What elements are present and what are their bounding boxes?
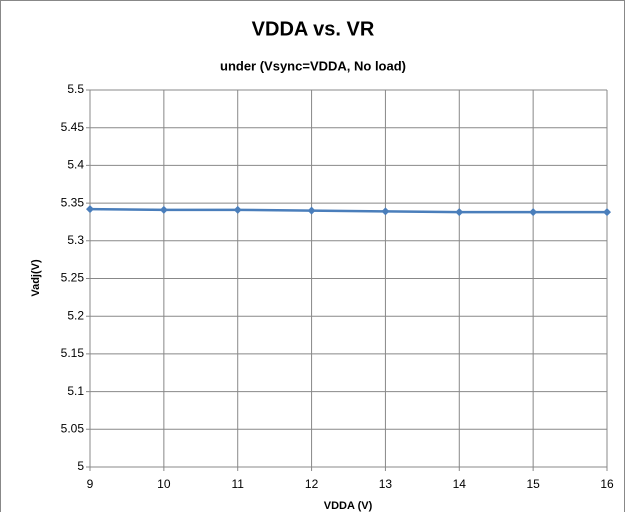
y-tick-label: 5.35 [61, 195, 85, 209]
x-tick-label: 11 [231, 477, 244, 491]
y-tick-label: 5.3 [67, 233, 84, 247]
x-tick-label: 12 [305, 477, 319, 491]
data-point [603, 208, 611, 217]
x-tick-label: 10 [157, 477, 171, 491]
y-tick-label: 5.4 [67, 158, 84, 172]
chart-title: VDDA vs. VR [252, 18, 375, 40]
data-point [159, 205, 168, 214]
data-point [307, 206, 316, 215]
data-point [233, 205, 242, 214]
data-point [455, 208, 464, 217]
y-tick-label: 5.15 [61, 346, 85, 360]
y-tick-label: 5 [77, 459, 84, 473]
x-tick-label: 14 [453, 477, 467, 491]
data-line [89, 207, 607, 214]
y-tick-label: 5.5 [67, 82, 84, 96]
data-point [381, 207, 390, 216]
chart-subtitle: under (Vsync=VDDA, No load) [220, 58, 406, 73]
x-tick-label: 15 [526, 477, 540, 491]
x-tick-label: 13 [379, 477, 393, 491]
y-tick-label: 5.05 [61, 421, 85, 435]
x-tick-label: 9 [87, 477, 94, 491]
y-tick-label: 5.1 [67, 384, 84, 398]
x-axis-label: VDDA (V) [324, 500, 373, 512]
data-point [86, 205, 94, 214]
data-point [529, 208, 538, 217]
x-tick-label: 16 [600, 477, 614, 491]
y-tick-label: 5.2 [67, 308, 84, 322]
y-axis-label: Vadj(V) [30, 259, 42, 297]
y-tick-label: 5.25 [61, 271, 85, 285]
y-tick-label: 5.45 [61, 120, 85, 134]
